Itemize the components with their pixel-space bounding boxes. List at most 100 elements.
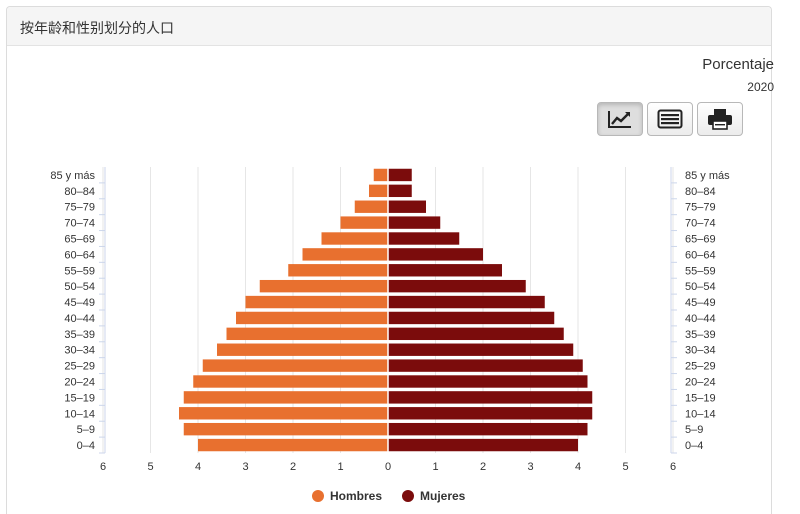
bar-mujeres[interactable] [388,422,588,436]
bar-hombres[interactable] [183,422,388,436]
bar-mujeres[interactable] [388,375,588,388]
left-category-label: 15–19 [64,392,95,404]
bar-mujeres[interactable] [388,343,574,356]
x-tick-label: 3 [527,461,533,473]
x-tick-label: 5 [622,461,628,473]
bar-mujeres[interactable] [388,248,483,261]
legend-label-mujeres[interactable]: Mujeres [420,489,466,503]
x-tick-label: 1 [337,461,343,473]
left-category-label: 0–4 [77,440,95,452]
bar-mujeres[interactable] [388,168,412,182]
right-category-label: 20–24 [685,377,716,389]
left-category-label: 60–64 [64,249,95,261]
right-category-label: 65–69 [685,234,716,246]
bar-mujeres[interactable] [388,327,564,341]
table-view-icon [657,109,683,129]
bar-hombres[interactable] [259,279,388,293]
x-tick-label: 3 [242,461,248,473]
bar-mujeres[interactable] [388,279,526,293]
x-tick-label: 4 [195,461,201,473]
x-tick-label: 4 [575,461,581,473]
x-tick-label: 5 [147,461,153,473]
right-category-label: 60–64 [685,249,716,261]
right-category-label: 85 y más [685,170,730,182]
left-category-label: 40–44 [64,313,95,325]
left-category-label: 65–69 [64,234,95,246]
bar-hombres[interactable] [193,375,388,388]
right-category-label: 10–14 [685,408,716,420]
panel-title: 按年龄和性别划分的人口 [20,21,174,37]
bar-mujeres[interactable] [388,359,583,372]
right-category-label: 5–9 [685,424,703,436]
right-category-label: 0–4 [685,440,703,452]
x-tick-label: 6 [670,461,676,473]
bar-mujeres[interactable] [388,391,593,404]
x-tick-label: 6 [100,461,106,473]
line-chart-icon [608,111,631,128]
left-category-label: 75–79 [64,202,95,214]
bar-hombres[interactable] [354,200,388,213]
right-category-label: 55–59 [685,265,716,277]
bar-hombres[interactable] [373,168,388,182]
right-category-label: 75–79 [685,202,716,214]
x-tick-label: 0 [385,461,391,473]
bar-mujeres[interactable] [388,264,502,277]
bar-hombres[interactable] [198,438,388,452]
bar-mujeres[interactable] [388,438,578,452]
bar-mujeres[interactable] [388,200,426,213]
legend-marker-mujeres[interactable] [402,490,414,502]
bar-hombres[interactable] [245,295,389,309]
bar-mujeres[interactable] [388,311,555,325]
bar-hombres[interactable] [302,248,389,261]
bar-hombres[interactable] [202,359,388,372]
x-tick-label: 2 [290,461,296,473]
table-view-button[interactable] [647,102,693,136]
right-category-label: 30–34 [685,345,716,357]
left-category-label: 50–54 [64,281,95,293]
right-category-label: 35–39 [685,329,716,341]
legend-label-hombres[interactable]: Hombres [330,489,382,503]
right-category-label: 70–74 [685,218,716,230]
x-tick-label: 2 [480,461,486,473]
print-button[interactable] [697,102,743,136]
left-category-label: 30–34 [64,345,95,357]
left-category-label: 25–29 [64,361,95,373]
bar-hombres[interactable] [179,407,388,420]
bar-hombres[interactable] [217,343,388,356]
left-category-label: 85 y más [50,170,95,182]
legend-marker-hombres[interactable] [312,490,324,502]
bar-hombres[interactable] [340,216,389,229]
left-category-label: 80–84 [64,186,95,198]
right-category-label: 45–49 [685,297,716,309]
left-category-label: 35–39 [64,329,95,341]
left-category-label: 70–74 [64,218,95,230]
right-category-label: 40–44 [685,313,716,325]
right-category-label: 80–84 [685,186,716,198]
print-icon [708,109,732,130]
chart-title: Porcentaje [702,56,774,73]
line-chart-button[interactable] [597,102,643,136]
left-category-label: 5–9 [77,424,95,436]
bar-hombres[interactable] [321,232,389,245]
bar-hombres[interactable] [288,264,388,277]
left-category-label: 10–14 [64,408,95,420]
right-category-label: 15–19 [685,392,716,404]
x-tick-label: 1 [432,461,438,473]
left-category-label: 55–59 [64,265,95,277]
right-category-label: 50–54 [685,281,716,293]
left-category-label: 45–49 [64,297,95,309]
bar-mujeres[interactable] [388,295,545,309]
bar-hombres[interactable] [183,391,388,404]
bar-hombres[interactable] [226,327,389,341]
chart-subtitle: 2020 [747,80,774,94]
bar-mujeres[interactable] [388,184,412,198]
panel-header: 按年龄和性别划分的人口 [7,7,771,46]
bar-hombres[interactable] [236,311,388,325]
bar-mujeres[interactable] [388,216,441,229]
left-category-label: 20–24 [64,377,95,389]
bar-hombres[interactable] [369,184,388,198]
right-category-label: 25–29 [685,361,716,373]
bar-mujeres[interactable] [388,232,460,245]
bar-mujeres[interactable] [388,407,593,420]
